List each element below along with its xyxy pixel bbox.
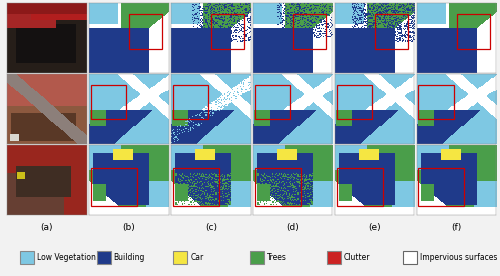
Bar xyxy=(418,168,465,206)
Text: (d): (d) xyxy=(286,223,299,232)
Text: Trees: Trees xyxy=(267,253,287,262)
Bar xyxy=(336,168,382,206)
Text: Car: Car xyxy=(190,253,203,262)
Bar xyxy=(456,14,490,49)
Bar xyxy=(418,85,454,120)
Bar xyxy=(129,14,162,49)
Text: Impervious surfaces: Impervious surfaces xyxy=(420,253,498,262)
Text: (a): (a) xyxy=(40,223,53,232)
Bar xyxy=(172,85,208,120)
Bar xyxy=(172,168,218,206)
Text: Low Vegetation: Low Vegetation xyxy=(37,253,96,262)
Bar xyxy=(336,85,372,120)
Text: Clutter: Clutter xyxy=(344,253,370,262)
Text: (f): (f) xyxy=(452,223,462,232)
Bar xyxy=(91,85,126,120)
Bar xyxy=(211,14,244,49)
Bar xyxy=(91,168,137,206)
Bar xyxy=(254,168,300,206)
Text: Building: Building xyxy=(114,253,145,262)
Bar xyxy=(374,14,408,49)
Bar xyxy=(254,85,290,120)
Bar xyxy=(292,14,326,49)
Text: (c): (c) xyxy=(205,223,217,232)
Text: (e): (e) xyxy=(368,223,381,232)
Text: (b): (b) xyxy=(122,223,136,232)
